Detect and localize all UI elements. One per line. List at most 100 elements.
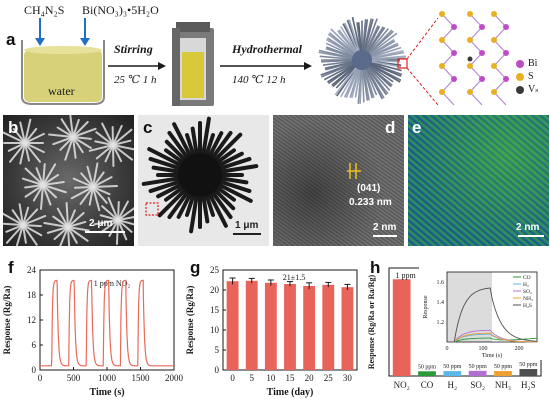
- sem-rod: [24, 142, 45, 154]
- y-axis-label-h: Response (Rg/Ra or Ra/Rg): [367, 275, 376, 370]
- crystal-atom: [439, 89, 445, 95]
- sem-rod: [21, 177, 44, 186]
- selectivity-bar: [392, 279, 411, 376]
- crystal-atom: [451, 50, 457, 56]
- hrtem-overlay: [273, 115, 404, 246]
- concentration-label: 50 ppm: [519, 362, 538, 368]
- legend-bi: Bi: [516, 58, 539, 69]
- sem-rod: [112, 144, 123, 163]
- x-tick-label-g: 25: [324, 373, 334, 383]
- sem-rod: [67, 226, 78, 244]
- sem-rod: [92, 162, 99, 188]
- inset-exposure-region: [447, 272, 492, 342]
- sem-rod: [95, 131, 114, 146]
- inset-x-axis-label: Time (s): [482, 352, 502, 359]
- hydrothermal-arrowhead: [304, 62, 312, 70]
- y-tick-label-f: 6: [32, 340, 37, 350]
- sem-rod: [3, 222, 24, 226]
- sem-rod: [112, 128, 133, 146]
- sem-rod: [43, 222, 69, 228]
- urchin-core: [352, 50, 372, 70]
- sem-rod: [3, 131, 26, 144]
- reagent-2-arrowhead: [80, 38, 90, 46]
- sem-flowers: [3, 115, 134, 246]
- panel-a-label: a: [6, 30, 16, 49]
- x-tick-label-h: H₂: [448, 380, 458, 390]
- sem-rod: [42, 163, 46, 186]
- panel-d-hrtem-image: d (041) 0.233 nm 2 nm: [273, 115, 404, 246]
- sem-rod: [9, 142, 26, 163]
- step-2-name: Hydrothermal: [232, 42, 303, 56]
- y-tick-label-g: 5: [215, 345, 220, 355]
- sem-rod: [72, 136, 77, 159]
- sem-rod: [88, 186, 94, 206]
- lattice-plane: (041): [357, 183, 381, 194]
- beaker-solution: [24, 50, 102, 102]
- x-tick-label-f: 2000: [165, 373, 183, 383]
- step-2-conditions: 140 ℃ 12 h: [232, 74, 286, 86]
- sem-rod: [24, 118, 32, 144]
- x-tick-label-f: 500: [67, 373, 81, 383]
- sem-rod: [74, 186, 94, 189]
- sem-rod: [67, 220, 87, 228]
- panel-e-elemental-map: e 2 nm: [408, 115, 549, 246]
- panel-e-label: e: [412, 118, 422, 137]
- y-tick-label-f: 12: [27, 315, 36, 325]
- inset-x-tick-label: 200: [515, 346, 524, 352]
- x-tick-label-g: 5: [249, 373, 254, 383]
- atom-legend: Bi S Vₛ: [516, 58, 539, 95]
- concentration-label: 50 ppm: [443, 364, 462, 370]
- tem-core: [178, 153, 222, 197]
- tem-urchin: [141, 116, 259, 234]
- x-tick-label-f: 0: [38, 373, 43, 383]
- sem-rod: [7, 142, 26, 152]
- panel-a: a CH₄N₂S Bi(NO₃)₃•5H₂O Stirring 25 ℃ 1 h: [0, 0, 550, 110]
- sem-rod: [16, 224, 24, 246]
- panel-b-label: b: [8, 118, 19, 137]
- sem-rod: [72, 136, 92, 140]
- x-tick-label-f: 1500: [132, 373, 151, 383]
- sem-rod: [92, 176, 113, 188]
- sem-rod: [70, 186, 94, 200]
- sem-rod: [22, 224, 42, 228]
- sem-rod: [56, 207, 69, 228]
- sem-rod: [112, 124, 123, 146]
- sem-rod: [22, 224, 38, 246]
- panel-c-label: c: [143, 118, 153, 137]
- sem-rod: [42, 173, 59, 186]
- sem-rod: [42, 163, 57, 186]
- zoom-box: [397, 58, 408, 69]
- sem-rod: [32, 184, 44, 202]
- sem-rod: [19, 142, 26, 165]
- sem-rod: [3, 212, 24, 226]
- zoom-line-top: [406, 17, 439, 60]
- selectivity-bar: [494, 371, 512, 376]
- sem-rod: [67, 209, 76, 228]
- crystal-atom: [439, 37, 445, 43]
- scale-bar-e: [518, 235, 544, 237]
- legend-s: S: [516, 71, 539, 82]
- sem-rod: [35, 167, 44, 186]
- autoclave-solution: [182, 52, 204, 98]
- sem-rod: [86, 165, 94, 188]
- x-axis-label-f: Time (s): [89, 387, 124, 398]
- selectivity-bar: [468, 370, 487, 376]
- concentration-label: 50 ppm: [469, 364, 488, 370]
- bi-atom-icon: [516, 59, 524, 68]
- sem-rod: [40, 184, 44, 210]
- sem-rod: [5, 224, 24, 233]
- y-tick-label-f: 18: [27, 290, 37, 300]
- scale-text-c: 1 μm: [235, 220, 259, 231]
- stability-bar: [245, 280, 258, 370]
- sem-rod: [80, 172, 94, 188]
- sem-rod: [59, 226, 69, 246]
- sem-rod: [64, 136, 74, 161]
- crystal-atom: [491, 63, 497, 69]
- sem-rod: [79, 186, 94, 205]
- sem-rod: [69, 115, 74, 138]
- sem-rod: [117, 207, 134, 221]
- y-tick-label-g: 0: [215, 365, 220, 375]
- selectivity-bar: [418, 371, 436, 376]
- sem-rod: [42, 181, 65, 186]
- urchin-nanostructure-icon: [318, 16, 406, 104]
